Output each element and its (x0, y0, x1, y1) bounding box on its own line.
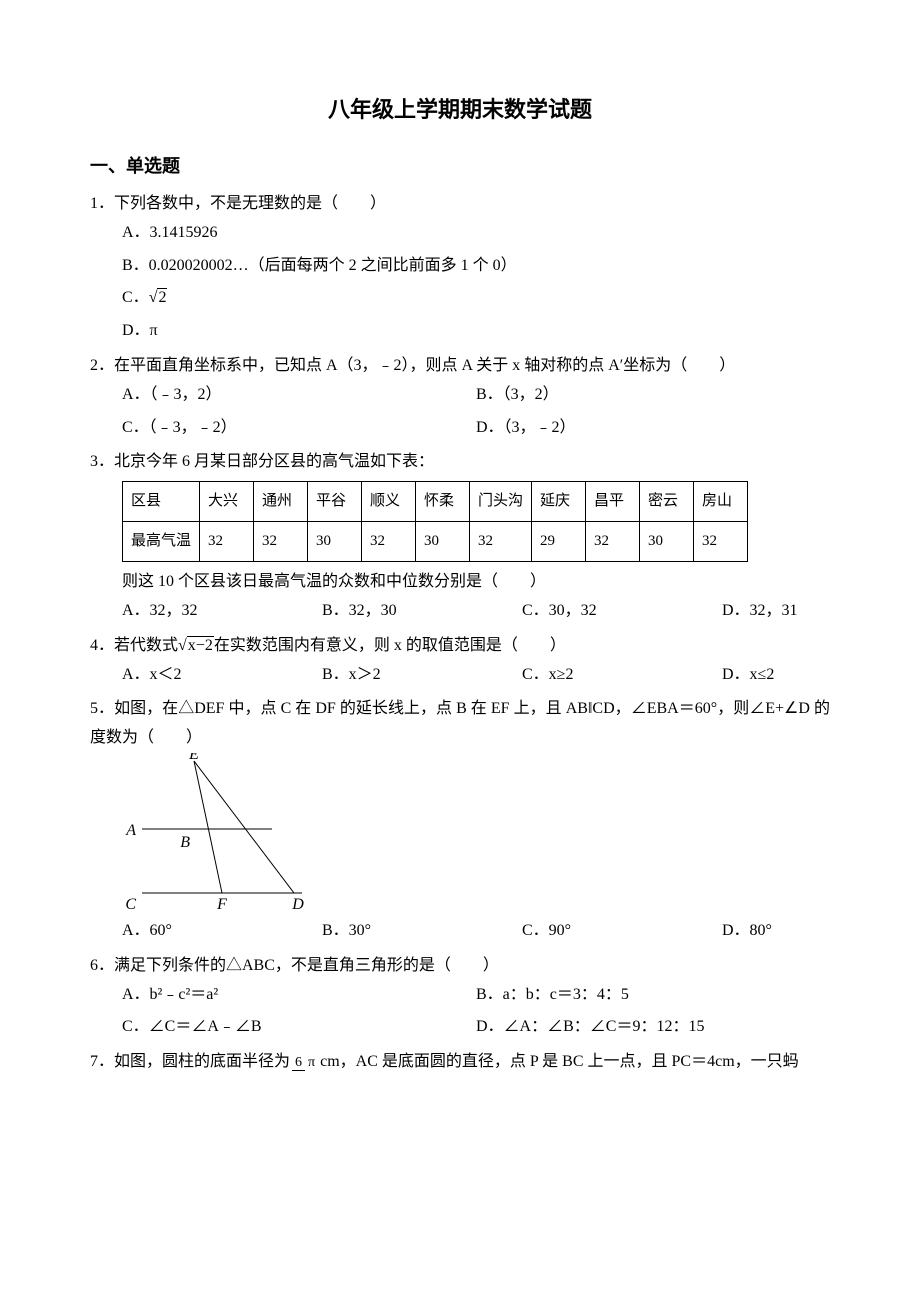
q7-prefix: 7．如图，圆柱的底面半径为 (90, 1053, 290, 1070)
q4-prefix: 4．若代数式 (90, 637, 178, 654)
q7-suffix: cm，AC 是底面圆的直径，点 P 是 BC 上一点，且 PC＝4cm，一只蚂 (320, 1053, 799, 1070)
q3-t-r2c2: 32 (200, 522, 254, 562)
q3-t-r2c3: 32 (254, 522, 308, 562)
q3-t-r1c10: 密云 (640, 482, 694, 522)
q3-t-r2c4: 30 (308, 522, 362, 562)
q3-t-r2c1: 最高气温 (123, 522, 200, 562)
q5-option-a: A．60° (122, 917, 322, 946)
label-b: B (180, 834, 190, 851)
q2-text: 2．在平面直角坐标系中，已知点 A（3，﹣2），则点 A 关于 x 轴对称的点 … (90, 352, 830, 381)
question-3: 3．北京今年 6 月某日部分区县的高气温如下表： 区县 大兴 通州 平谷 顺义 … (90, 448, 830, 625)
q2-option-a: A．（﹣3，2） (122, 381, 476, 410)
q3-text: 3．北京今年 6 月某日部分区县的高气温如下表： (90, 448, 830, 477)
q1-option-d: D．π (90, 317, 830, 346)
q3-option-c: C．30，32 (522, 597, 722, 626)
q4-options-row: A．x＜2 B．x＞2 C．x≥2 D．x≤2 (90, 661, 830, 690)
section-heading-1: 一、单选题 (90, 150, 830, 182)
q7-text: 7．如图，圆柱的底面半径为6πcm，AC 是底面圆的直径，点 P 是 BC 上一… (90, 1048, 830, 1077)
q3-t-r1c1: 区县 (123, 482, 200, 522)
label-c: C (125, 896, 136, 913)
q1-option-a: A．3.1415926 (90, 219, 830, 248)
q5-text: 5．如图，在△DEF 中，点 C 在 DF 的延长线上，点 B 在 EF 上，且… (90, 695, 830, 753)
q3-t-r2c9: 32 (586, 522, 640, 562)
q7-frac-den: π (305, 1055, 318, 1070)
question-4: 4．若代数式 x−2在实数范围内有意义，则 x 的取值范围是（ ） A．x＜2 B… (90, 632, 830, 690)
q6-options-row1: A．b²﹣c²＝a² B．a：b：c＝3：4：5 (90, 981, 830, 1010)
q5-option-d: D．80° (722, 917, 862, 946)
q3-t-r1c11: 房山 (694, 482, 748, 522)
q1-optc-prefix: C． (122, 289, 149, 306)
q6-options-row2: C．∠C＝∠A﹣∠B D．∠A：∠B：∠C＝9：12：15 (90, 1013, 830, 1042)
q5-option-c: C．90° (522, 917, 722, 946)
sqrt-icon: x−2 (178, 632, 214, 661)
q6-option-a: A．b²﹣c²＝a² (122, 981, 476, 1010)
q6-option-d: D．∠A：∠B：∠C＝9：12：15 (476, 1013, 830, 1042)
q2-option-b: B．（3，2） (476, 381, 830, 410)
q3-t-r1c9: 昌平 (586, 482, 640, 522)
q3-t-r2c10: 30 (640, 522, 694, 562)
q3-option-b: B．32，30 (322, 597, 522, 626)
q5-diagram: E A B C F D (122, 753, 322, 913)
q6-option-b: B．a：b：c＝3：4：5 (476, 981, 830, 1010)
question-7: 7．如图，圆柱的底面半径为6πcm，AC 是底面圆的直径，点 P 是 BC 上一… (90, 1048, 830, 1077)
q6-text: 6．满足下列条件的△ABC，不是直角三角形的是（ ） (90, 952, 830, 981)
q3-subtext: 则这 10 个区县该日最高气温的众数和中位数分别是（ ） (90, 568, 830, 597)
q4-option-a: A．x＜2 (122, 661, 322, 690)
line-ef (194, 761, 222, 893)
q3-t-r1c8: 延庆 (532, 482, 586, 522)
q5-options-row: A．60° B．30° C．90° D．80° (90, 917, 830, 946)
q1-radicand: 2 (157, 288, 167, 306)
q3-t-r1c5: 顺义 (362, 482, 416, 522)
q1-text: 1．下列各数中，不是无理数的是（ ） (90, 190, 830, 219)
q4-radicand: x−2 (187, 636, 214, 654)
q2-options-row1: A．（﹣3，2） B．（3，2） (90, 381, 830, 410)
q3-t-r2c5: 32 (362, 522, 416, 562)
q3-option-a: A．32，32 (122, 597, 322, 626)
label-f: F (216, 896, 227, 913)
q2-option-d: D．（3，﹣2） (476, 414, 830, 443)
sqrt-icon: 2 (149, 284, 168, 313)
q3-t-r1c2: 大兴 (200, 482, 254, 522)
q3-t-r2c11: 32 (694, 522, 748, 562)
q3-t-r1c4: 平谷 (308, 482, 362, 522)
q1-option-c: C． 2 (90, 284, 830, 313)
label-a: A (125, 822, 136, 839)
table-row: 区县 大兴 通州 平谷 顺义 怀柔 门头沟 延庆 昌平 密云 房山 (123, 482, 748, 522)
q3-t-r2c8: 29 (532, 522, 586, 562)
q3-t-r2c7: 32 (470, 522, 532, 562)
q4-suffix: 在实数范围内有意义，则 x 的取值范围是（ ） (214, 637, 566, 654)
question-1: 1．下列各数中，不是无理数的是（ ） A．3.1415926 B．0.02002… (90, 190, 830, 346)
q2-option-c: C．（﹣3，﹣2） (122, 414, 476, 443)
q3-option-d: D．32，31 (722, 597, 862, 626)
q3-t-r1c3: 通州 (254, 482, 308, 522)
q3-table: 区县 大兴 通州 平谷 顺义 怀柔 门头沟 延庆 昌平 密云 房山 最高气温 3… (122, 481, 748, 562)
line-ed (194, 761, 294, 893)
q7-frac-num: 6 (292, 1055, 305, 1071)
table-row: 最高气温 32 32 30 32 30 32 29 32 30 32 (123, 522, 748, 562)
question-5: 5．如图，在△DEF 中，点 C 在 DF 的延长线上，点 B 在 EF 上，且… (90, 695, 830, 945)
page-title: 八年级上学期期末数学试题 (90, 90, 830, 130)
q2-options-row2: C．（﹣3，﹣2） D．（3，﹣2） (90, 414, 830, 443)
q4-option-d: D．x≤2 (722, 661, 862, 690)
q4-text: 4．若代数式 x−2在实数范围内有意义，则 x 的取值范围是（ ） (90, 632, 830, 661)
q3-t-r1c7: 门头沟 (470, 482, 532, 522)
q4-option-c: C．x≥2 (522, 661, 722, 690)
label-e: E (188, 753, 199, 763)
q1-option-b: B．0.020020002…（后面每两个 2 之间比前面多 1 个 0） (90, 252, 830, 281)
q4-option-b: B．x＞2 (322, 661, 522, 690)
q3-options-row: A．32，32 B．32，30 C．30，32 D．32，31 (90, 597, 830, 626)
label-d: D (291, 896, 304, 913)
fraction-icon: 6π (292, 1055, 318, 1070)
q6-option-c: C．∠C＝∠A﹣∠B (122, 1013, 476, 1042)
q3-t-r2c6: 30 (416, 522, 470, 562)
q3-t-r1c6: 怀柔 (416, 482, 470, 522)
question-2: 2．在平面直角坐标系中，已知点 A（3，﹣2），则点 A 关于 x 轴对称的点 … (90, 352, 830, 442)
q5-option-b: B．30° (322, 917, 522, 946)
question-6: 6．满足下列条件的△ABC，不是直角三角形的是（ ） A．b²﹣c²＝a² B．… (90, 952, 830, 1042)
